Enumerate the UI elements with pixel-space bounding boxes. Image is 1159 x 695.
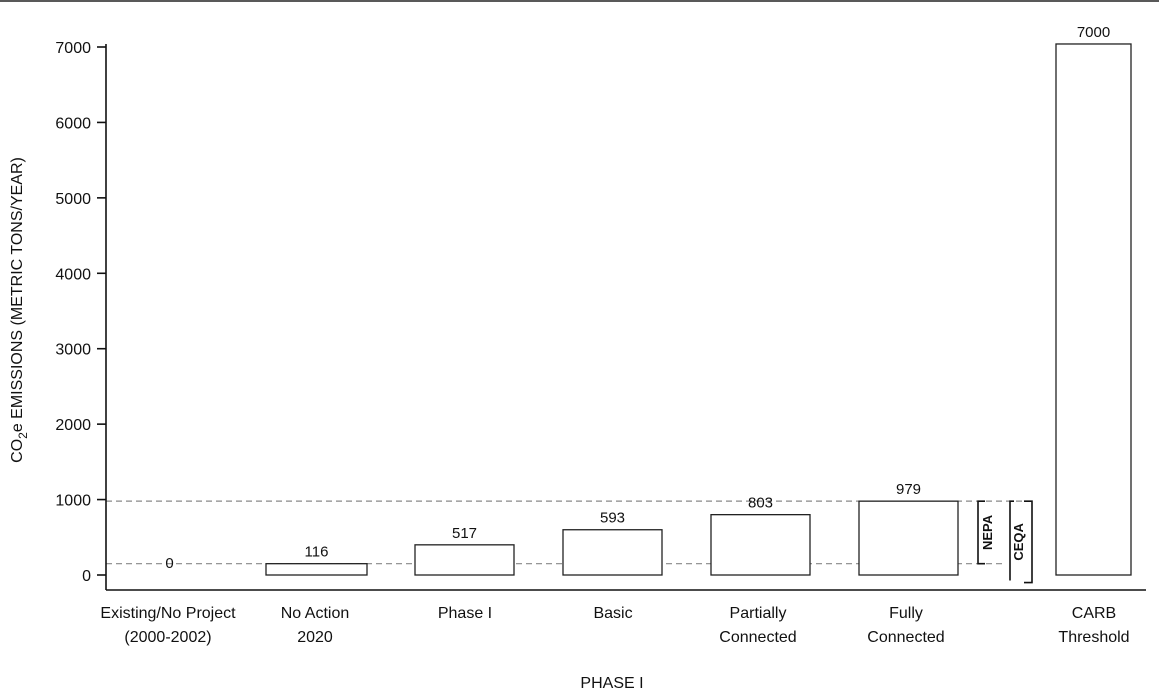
data-label: 803 [748,495,773,512]
y-tick-label: 2000 [55,417,91,434]
data-labels: 0 116 517 593 803 979 7000 [165,24,1110,572]
category-label: Threshold [1058,629,1129,646]
bar-5 [858,500,959,576]
bar-4 [710,514,811,576]
category-label: Fully [889,605,923,622]
data-label: 593 [600,510,625,527]
ceqa-bracket [1024,500,1033,584]
category-label: 2020 [297,629,333,646]
data-label: 116 [305,544,329,561]
y-axis-title: CO2e EMISSIONS (METRIC TONS/YEAR) [9,157,30,463]
data-label: 0 [165,555,173,572]
x-axis-title: PHASE I [580,675,643,692]
y-tick-label: 0 [82,568,91,585]
data-label: 7000 [1077,24,1110,41]
bar-6 [1055,43,1132,576]
bar-3 [562,529,663,576]
category-label: Connected [719,629,796,646]
y-tick-label: 3000 [55,342,91,359]
brackets: NEPA CEQA [977,500,1033,584]
nepa-bracket [977,500,985,565]
category-label: Phase I [438,605,492,622]
y-tick-label: 7000 [55,40,91,57]
category-label: Partially [730,605,787,622]
nepa-label: NEPA [980,514,995,550]
y-ticks: 0 1000 2000 3000 4000 5000 6000 7000 [55,40,106,585]
ceqa-label: CEQA [1011,522,1026,560]
axes [105,44,1146,591]
data-label: 979 [896,481,921,498]
category-label: CARB [1072,605,1116,622]
data-label: 517 [452,525,477,542]
category-label: Basic [593,605,632,622]
category-label: (2000-2002) [124,629,211,646]
y-tick-label: 6000 [55,115,91,132]
ceqa-bracket-left [1009,500,1014,581]
y-tick-label: 5000 [55,191,91,208]
bar-1 [265,563,368,576]
y-tick-label: 1000 [55,493,91,510]
category-label: Existing/No Project [100,605,236,622]
bars [265,43,1132,576]
category-label: No Action [281,605,349,622]
y-tick-label: 4000 [55,266,91,283]
category-label: Connected [867,629,944,646]
bar-2 [414,544,515,576]
category-labels: Existing/No Project (2000-2002) No Action 2… [100,605,1129,646]
